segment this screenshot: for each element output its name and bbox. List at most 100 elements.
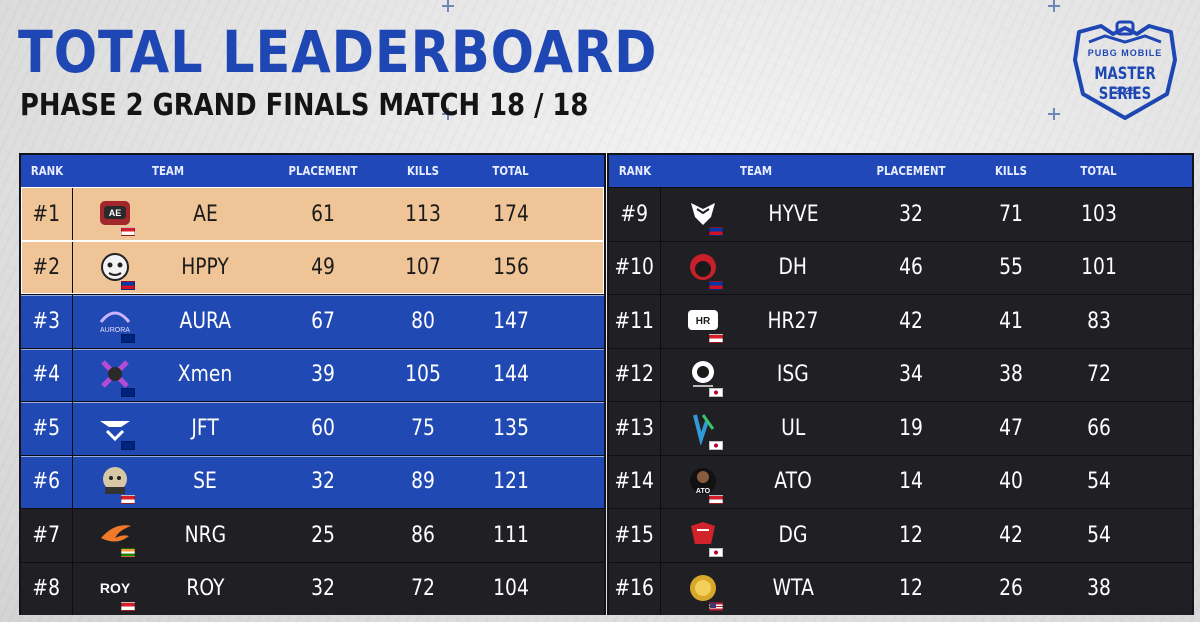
team-cell: NRG <box>73 509 263 562</box>
team-name: HYVE <box>767 201 819 227</box>
kills-cell: 55 <box>999 255 1023 281</box>
team-cell: HPPY <box>73 242 263 295</box>
rank-value: #15 <box>614 522 655 548</box>
table-row: #10 DH 46 55 101 <box>609 240 1192 294</box>
australia-flag-icon <box>121 334 135 343</box>
kills-cell: 42 <box>999 522 1023 548</box>
leaderboard-table-left: RANK TEAM PLACEMENT KILLS TOTAL #1 AE AE 61… <box>19 153 606 615</box>
placement-cell: 60 <box>311 415 335 441</box>
rank-cell: #4 <box>21 348 73 401</box>
table-header: RANK TEAM PLACEMENT KILLS TOTAL <box>609 155 1192 187</box>
row-content: Xmen 39 105 144 <box>73 348 604 401</box>
kills-cell: 40 <box>999 469 1023 495</box>
rank-value: #4 <box>32 362 61 388</box>
row-content: HR HR27 42 41 83 <box>661 295 1192 348</box>
kills-cell: 86 <box>411 522 435 548</box>
header-kills: KILLS <box>406 164 440 178</box>
table-row: #5 JFT 60 75 135 <box>21 401 604 455</box>
hr27-team-logo-icon: HR <box>688 310 718 330</box>
team-name: AE <box>192 201 218 227</box>
total-cell: 111 <box>492 522 529 548</box>
page-title: TOTAL LEADERBOARD <box>18 18 658 86</box>
header-rank: RANK <box>30 164 64 178</box>
table-body: #9 HYVE 32 71 103 #10 DH 46 55 101 #11 HR HR27 42 41 83… <box>609 187 1192 615</box>
total-cell: 72 <box>1086 362 1111 388</box>
row-content: DH 46 55 101 <box>661 241 1192 294</box>
header-placement: PLACEMENT <box>288 164 358 178</box>
kills-cell: 72 <box>411 576 435 602</box>
indonesia-flag-icon <box>709 494 723 504</box>
rank-value: #16 <box>614 576 655 602</box>
row-content: AE AE 61 113 174 <box>73 188 604 241</box>
dg-team-logo-icon <box>691 522 715 544</box>
rank-value: #11 <box>614 308 655 334</box>
australia-flag-icon <box>121 387 135 397</box>
total-cell: 103 <box>1080 201 1117 227</box>
team-cell: HYVE <box>661 188 851 241</box>
roy-team-logo-icon: ROY <box>100 580 131 596</box>
team-name: DH <box>778 255 808 281</box>
logo-brand: PUBG MOBILE <box>1087 48 1163 58</box>
logo-series: MASTER SERIES <box>1094 64 1156 104</box>
rank-cell: #12 <box>609 348 661 401</box>
kills-cell: 41 <box>999 308 1023 334</box>
team-cell: WTA <box>661 563 851 616</box>
rank-cell: #8 <box>21 562 73 615</box>
total-cell: 174 <box>492 201 529 227</box>
team-name: DG <box>778 522 808 548</box>
rank-value: #5 <box>32 415 61 441</box>
page-subtitle: PHASE 2 GRAND FINALS MATCH 18 / 18 <box>20 88 589 123</box>
row-content: DG 12 42 54 <box>661 509 1192 562</box>
se-team-logo-icon <box>103 466 127 494</box>
rank-cell: #13 <box>609 402 661 455</box>
team-name: ISG <box>777 362 809 388</box>
wta-team-logo-icon <box>690 574 716 601</box>
table-row: #13 UL 19 47 66 <box>609 401 1192 455</box>
indonesia-flag-icon <box>121 601 135 611</box>
rank-value: #1 <box>32 201 61 227</box>
hyve-team-logo-icon <box>691 203 715 225</box>
svg-text:HR: HR <box>696 316 711 327</box>
team-cell: ROY ROY <box>73 563 263 616</box>
rank-value: #10 <box>614 255 655 281</box>
team-name: SE <box>193 469 217 495</box>
isg-team-logo-icon <box>692 360 714 387</box>
leaderboard-table-right: RANK TEAM PLACEMENT KILLS TOTAL #9 HYVE 32… <box>607 153 1194 615</box>
total-cell: 156 <box>492 255 529 281</box>
master-series-logo: PUBG MOBILE MASTER SERIES 2025 <box>1055 20 1195 130</box>
kills-cell: 80 <box>411 308 435 334</box>
header-total: TOTAL <box>1080 164 1117 178</box>
india-flag-icon <box>121 548 135 557</box>
placement-cell: 32 <box>311 576 335 602</box>
crosshair-decoration <box>442 0 454 12</box>
crosshair-decoration <box>1048 0 1060 12</box>
usa-flag-icon <box>709 601 723 611</box>
table-row: #14 ATO ATO 14 40 54 <box>609 454 1192 508</box>
header-team: TEAM <box>152 164 184 178</box>
team-cell: HR HR27 <box>661 295 851 348</box>
row-content: ATO ATO 14 40 54 <box>661 455 1192 508</box>
rank-value: #8 <box>32 576 61 602</box>
total-cell: 54 <box>1086 469 1111 495</box>
row-content: HYVE 32 71 103 <box>661 188 1192 241</box>
total-cell: 135 <box>492 415 529 441</box>
row-content: SE 32 89 121 <box>73 455 604 508</box>
rank-value: #3 <box>32 308 61 334</box>
header-placement: PLACEMENT <box>876 164 946 178</box>
svg-text:ATO: ATO <box>696 488 711 495</box>
table-row: #15 DG 12 42 54 <box>609 508 1192 562</box>
crosshair-decoration <box>1048 108 1060 120</box>
row-content: WTA 12 26 38 <box>661 562 1192 616</box>
team-cell: AE AE <box>73 188 263 241</box>
crosshair-decoration <box>442 108 454 120</box>
ul-team-logo-icon <box>693 414 715 445</box>
table-row: #7 NRG 25 86 111 <box>21 508 604 562</box>
svg-text:AE: AE <box>109 208 122 218</box>
placement-cell: 67 <box>311 308 335 334</box>
header-team: TEAM <box>740 164 772 178</box>
kills-cell: 89 <box>411 469 435 495</box>
xmen-team-logo-icon <box>101 359 129 388</box>
placement-cell: 34 <box>899 362 923 388</box>
team-cell: AURORA AURA <box>73 295 263 348</box>
header-total: TOTAL <box>492 164 529 178</box>
